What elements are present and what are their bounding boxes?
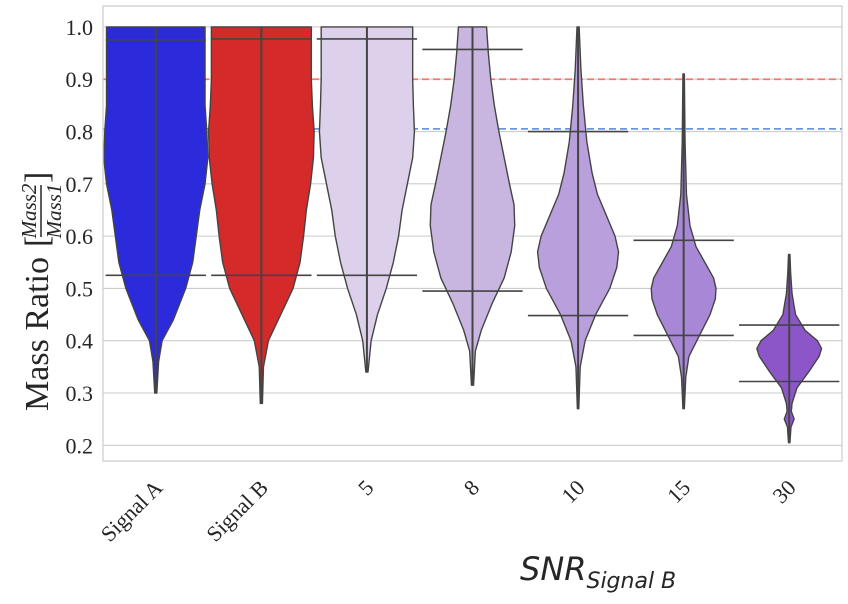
violin-7	[739, 253, 840, 444]
y-tick-label: 0.2	[66, 433, 94, 458]
y-tick-label: 0.4	[66, 329, 94, 354]
y-axis-label: Mass Ratio [ Mass2 Mass1 ]	[17, 172, 66, 411]
y-axis-label-text: Mass Ratio	[19, 257, 56, 411]
x-tick-label: Signal A	[96, 475, 168, 547]
violin-1	[103, 26, 209, 394]
violin-5	[527, 26, 629, 410]
x-tick-label: 30	[768, 475, 801, 508]
x-tick-label: Signal B	[201, 475, 273, 547]
x-tick-label: 10	[556, 475, 589, 508]
y-axis-label-bracket-close: ]	[19, 172, 56, 183]
x-axis-label-text: SNR	[520, 550, 586, 588]
x-tick-label: 15	[662, 475, 695, 508]
x-axis-label: SNRSignal B	[520, 550, 676, 594]
violin-6	[633, 73, 734, 410]
x-tick-labels: Signal A Signal B 5 8 10 15 30	[96, 475, 801, 547]
y-tick-label: 0.8	[66, 120, 94, 145]
plot-frame	[102, 5, 843, 462]
y-tick-labels: 0.2 0.3 0.4 0.5 0.6 0.7 0.8 0.9 1.0	[66, 15, 94, 458]
violin-3	[316, 26, 418, 373]
x-tick-label: 5	[353, 475, 378, 500]
y-axis-label-bracket-open: [	[19, 236, 56, 247]
y-tick-label: 0.3	[66, 381, 94, 406]
y-axis-label-numerator: Mass2	[17, 183, 41, 239]
svg-text:SNRSignal B: SNRSignal B	[520, 550, 676, 594]
violin-2	[207, 26, 315, 405]
y-tick-label: 0.7	[66, 172, 94, 197]
y-tick-label: 1.0	[66, 15, 94, 40]
x-axis-label-subscript: Signal B	[586, 569, 676, 594]
y-tick-label: 0.5	[66, 276, 94, 301]
violin-4	[422, 26, 523, 386]
violins	[103, 26, 840, 444]
y-axis-label-denominator: Mass1	[42, 184, 66, 240]
y-tick-label: 0.6	[66, 224, 94, 249]
y-tick-label: 0.9	[66, 67, 94, 92]
x-tick-label: 8	[459, 475, 484, 500]
